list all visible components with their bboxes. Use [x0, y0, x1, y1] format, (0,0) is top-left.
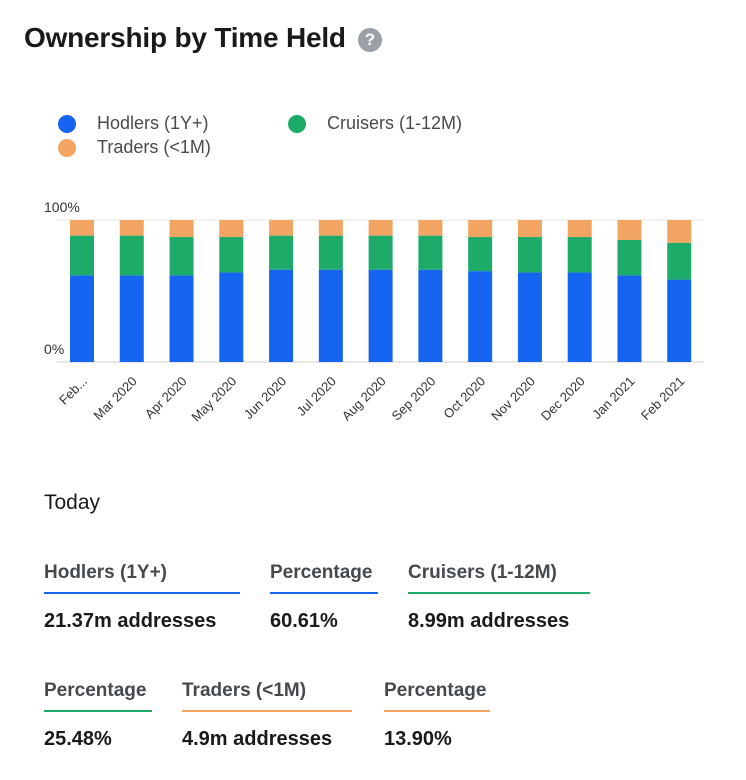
- bar-segment-traders-3: [219, 220, 244, 238]
- bar-segment-traders-1: [119, 220, 144, 236]
- bar-segment-cruisers-3: [219, 237, 244, 273]
- stat-hodlers: Hodlers (1Y+) 21.37m addresses: [44, 562, 240, 633]
- bar-segment-cruisers-9: [517, 237, 542, 273]
- bar-segment-traders-11: [617, 220, 642, 240]
- bar-segment-cruisers-11: [617, 239, 642, 276]
- bar-segment-cruisers-4: [269, 235, 294, 270]
- page-title: Ownership by Time Held ?: [24, 22, 382, 54]
- legend-dot-traders: [58, 138, 76, 157]
- stat-hodlers-percentage-value: 60.61%: [270, 610, 338, 632]
- stat-cruisers-percentage-label: Percentage: [44, 680, 152, 712]
- bar-segment-hodlers-9: [517, 272, 542, 362]
- help-icon[interactable]: ?: [357, 27, 382, 52]
- legend-item-hodlers[interactable]: Hodlers (1Y+): [58, 113, 209, 134]
- x-tick-label-2: Apr 2020: [142, 374, 190, 422]
- x-tick-label-5: Jul 2020: [294, 374, 339, 419]
- stat-cruisers-value: 8.99m addresses: [408, 610, 570, 632]
- bar-segment-hodlers-5: [318, 269, 343, 362]
- bar-segment-cruisers-12: [667, 242, 692, 280]
- stat-traders-value: 4.9m addresses: [182, 728, 333, 750]
- bar-segment-hodlers-4: [269, 269, 294, 362]
- bar-segment-traders-6: [368, 220, 393, 236]
- x-tick-label-1: Mar 2020: [90, 374, 139, 423]
- today-heading: Today: [44, 491, 101, 514]
- stat-cruisers: Cruisers (1-12M) 8.99m addresses: [408, 562, 590, 633]
- bar-segment-traders-10: [567, 220, 592, 238]
- x-tick-label-7: Sep 2020: [389, 374, 439, 424]
- bar-segment-hodlers-12: [667, 279, 692, 362]
- bar-segment-cruisers-1: [119, 235, 144, 276]
- stat-cruisers-label: Cruisers (1-12M): [408, 562, 590, 594]
- x-tick-label-8: Oct 2020: [440, 374, 488, 422]
- stat-traders-percentage: Percentage 13.90%: [384, 680, 490, 751]
- bar-segment-cruisers-6: [368, 235, 393, 270]
- y-tick-label-100: 100%: [44, 199, 80, 215]
- bar-segment-hodlers-3: [219, 272, 244, 362]
- bar-segment-cruisers-8: [468, 237, 493, 272]
- legend-item-cruisers[interactable]: Cruisers (1-12M): [288, 113, 462, 134]
- bar-segment-traders-7: [418, 220, 443, 236]
- bar-segment-hodlers-0: [70, 275, 94, 362]
- bar-segment-hodlers-2: [169, 275, 194, 362]
- legend-label-traders: Traders (<1M): [97, 137, 211, 157]
- bar-segment-traders-4: [269, 220, 294, 236]
- bar-segment-hodlers-6: [368, 269, 393, 362]
- stat-hodlers-percentage-label: Percentage: [270, 562, 378, 594]
- x-tick-label-12: Feb 2021: [638, 374, 687, 423]
- bar-segment-hodlers-7: [418, 269, 443, 362]
- x-tick-label-9: Nov 2020: [488, 374, 538, 424]
- bar-segment-cruisers-7: [418, 235, 443, 270]
- legend-label-cruisers: Cruisers (1-12M): [327, 113, 463, 133]
- bar-segment-cruisers-0: [70, 235, 94, 276]
- x-tick-label-10: Dec 2020: [538, 374, 588, 424]
- legend-dot-hodlers: [58, 114, 76, 133]
- bar-segment-cruisers-10: [567, 237, 592, 273]
- x-tick-label-0: Feb...: [56, 374, 90, 408]
- stat-hodlers-value: 21.37m addresses: [44, 610, 217, 632]
- title-text: Ownership by Time Held: [24, 22, 346, 53]
- bar-segment-traders-8: [468, 220, 493, 238]
- bar-segment-traders-12: [667, 220, 692, 243]
- stat-hodlers-label: Hodlers (1Y+): [44, 562, 240, 594]
- legend-label-hodlers: Hodlers (1Y+): [97, 113, 209, 133]
- stat-traders-percentage-label: Percentage: [384, 680, 490, 712]
- x-tick-label-6: Aug 2020: [339, 374, 389, 424]
- legend-dot-cruisers: [288, 114, 306, 133]
- x-tick-label-11: Jan 2021: [589, 374, 637, 422]
- stat-hodlers-percentage: Percentage 60.61%: [270, 562, 378, 633]
- y-tick-label-0: 0%: [44, 341, 64, 357]
- stat-cruisers-percentage: Percentage 25.48%: [44, 680, 152, 751]
- bar-segment-cruisers-2: [169, 237, 194, 276]
- x-tick-label-3: May 2020: [188, 374, 239, 425]
- bar-segment-hodlers-10: [567, 272, 592, 362]
- bar-segment-hodlers-1: [119, 275, 144, 362]
- bar-segment-traders-0: [70, 220, 94, 236]
- bar-segment-hodlers-8: [468, 271, 493, 362]
- bar-segment-cruisers-5: [318, 235, 343, 270]
- stat-traders-percentage-value: 13.90%: [384, 728, 452, 750]
- legend-item-traders[interactable]: Traders (<1M): [58, 137, 211, 158]
- x-tick-label-4: Jun 2020: [241, 374, 289, 422]
- bar-segment-hodlers-11: [617, 275, 642, 362]
- bar-segment-traders-2: [169, 220, 194, 238]
- stat-traders: Traders (<1M) 4.9m addresses: [182, 680, 352, 751]
- stat-cruisers-percentage-value: 25.48%: [44, 728, 112, 750]
- bar-segment-traders-9: [517, 220, 542, 238]
- stat-traders-label: Traders (<1M): [182, 680, 352, 712]
- bar-segment-traders-5: [318, 220, 343, 236]
- chart-legend: Hodlers (1Y+) Cruisers (1-12M) Traders (…: [58, 113, 528, 163]
